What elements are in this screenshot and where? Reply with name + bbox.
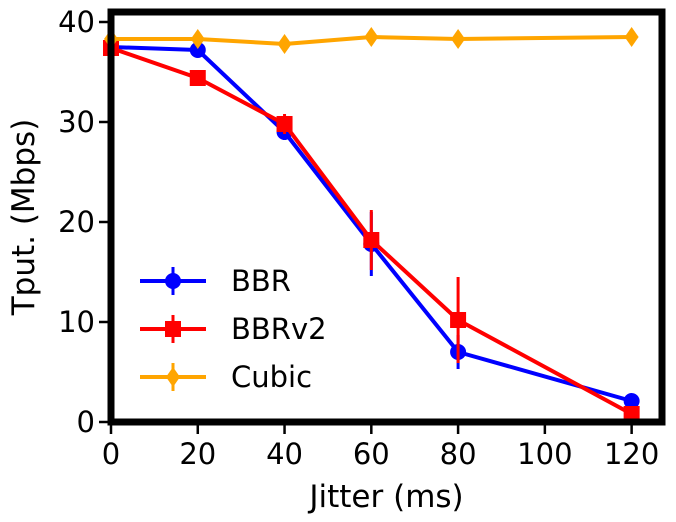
x-tick-label: 120 [604, 437, 659, 471]
data-point [277, 34, 292, 54]
y-axis-ticks: 0 10 20 30 40 [58, 5, 108, 439]
x-tick-label: 100 [517, 437, 572, 471]
y-axis-label: Tput. (Mbps) [6, 119, 42, 317]
series-bbrv2 [103, 40, 640, 422]
data-point [363, 232, 380, 248]
plot-frame [107, 8, 666, 426]
data-point [364, 27, 379, 47]
data-point [623, 406, 640, 422]
legend-item-bbrv2: BBRv2 [140, 312, 327, 346]
x-tick-label: 20 [179, 437, 216, 471]
series-line [110, 46, 633, 416]
data-point [276, 116, 293, 132]
data-point [190, 29, 205, 49]
x-tick-label: 0 [102, 437, 120, 471]
y-tick-label: 0 [77, 405, 95, 439]
legend-label: Cubic [231, 360, 312, 394]
legend-marker [165, 273, 181, 289]
x-axis-ticks: 0 20 40 60 80 100 120 [102, 425, 659, 471]
data-point [450, 312, 467, 328]
legend-marker [166, 367, 180, 387]
legend: BBR BBRv2 Cubic [140, 264, 327, 394]
y-tick-label: 20 [58, 205, 95, 239]
data-point [189, 42, 206, 58]
legend-marker [165, 321, 181, 337]
x-tick-label: 40 [266, 437, 303, 471]
data-point [623, 393, 640, 409]
data-point [624, 27, 639, 47]
y-tick-label: 30 [58, 105, 95, 139]
x-tick-label: 80 [440, 437, 477, 471]
series-line [110, 45, 633, 403]
legend-label: BBRv2 [231, 312, 327, 346]
series-line [111, 35, 632, 46]
data-point [451, 29, 466, 49]
series-layer [103, 27, 640, 422]
x-tick-label: 60 [353, 437, 390, 471]
legend-label: BBR [231, 264, 291, 298]
y-tick-label: 10 [58, 305, 95, 339]
x-axis-label: Jitter (ms) [307, 479, 463, 515]
legend-item-bbr: BBR [140, 264, 291, 298]
y-tick-label: 40 [58, 5, 95, 39]
data-point [189, 70, 206, 86]
legend-item-cubic: Cubic [140, 360, 312, 394]
